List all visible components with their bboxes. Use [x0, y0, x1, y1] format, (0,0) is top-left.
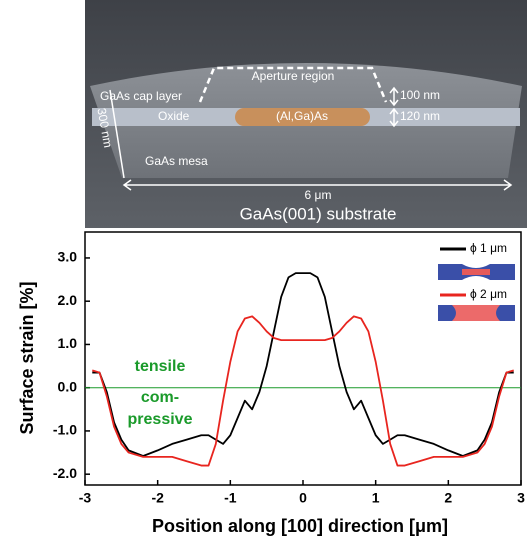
legend-label: ϕ 1 μm — [470, 241, 507, 255]
y-axis-label: Surface strain [%] — [17, 281, 37, 434]
label: Oxide — [158, 109, 190, 123]
y-tick-label: -2.0 — [53, 465, 77, 481]
x-tick-label: 1 — [372, 490, 380, 506]
x-tick-label: 0 — [299, 490, 307, 506]
series-line — [92, 315, 514, 467]
label: 100 nm — [400, 88, 440, 102]
annotation: pressive — [128, 411, 193, 428]
chart: Position along [100] direction [μm] Surf… — [17, 231, 525, 536]
schematic: Aperture region GaAs cap layer 100 nm Ox… — [85, 0, 527, 228]
y-tick-label: 3.0 — [58, 249, 78, 265]
x-tick-label: 3 — [517, 490, 525, 506]
arrows — [109, 86, 513, 191]
annotation: tensile — [135, 358, 186, 375]
x-tick-label: -1 — [224, 490, 237, 506]
legend-insets — [438, 264, 515, 321]
label: (Al,Ga)As — [276, 109, 328, 123]
algaas-layer — [235, 108, 370, 126]
label: 120 nm — [400, 109, 440, 123]
label: GaAs mesa — [145, 154, 208, 168]
y-tick-label: 0.0 — [58, 378, 78, 394]
x-axis-label: Position along [100] direction [μm] — [152, 516, 448, 536]
annotation: com- — [141, 389, 179, 406]
legend-label: ϕ 2 μm — [470, 287, 507, 301]
aperture-outline — [198, 66, 388, 103]
label: GaAs(001) substrate — [240, 204, 397, 223]
series-line — [92, 272, 514, 457]
y-tick-label: -1.0 — [53, 422, 77, 438]
x-tick-label: -3 — [79, 490, 92, 506]
y-tick-label: 1.0 — [58, 335, 78, 351]
y-tick-label: 2.0 — [58, 292, 78, 308]
label: 6 μm — [305, 188, 332, 202]
label: Aperture region — [252, 69, 335, 83]
label: GaAs cap layer — [100, 89, 182, 103]
label: 300 nm — [94, 107, 115, 149]
x-tick-label: 2 — [444, 490, 452, 506]
x-tick-label: -2 — [151, 490, 164, 506]
